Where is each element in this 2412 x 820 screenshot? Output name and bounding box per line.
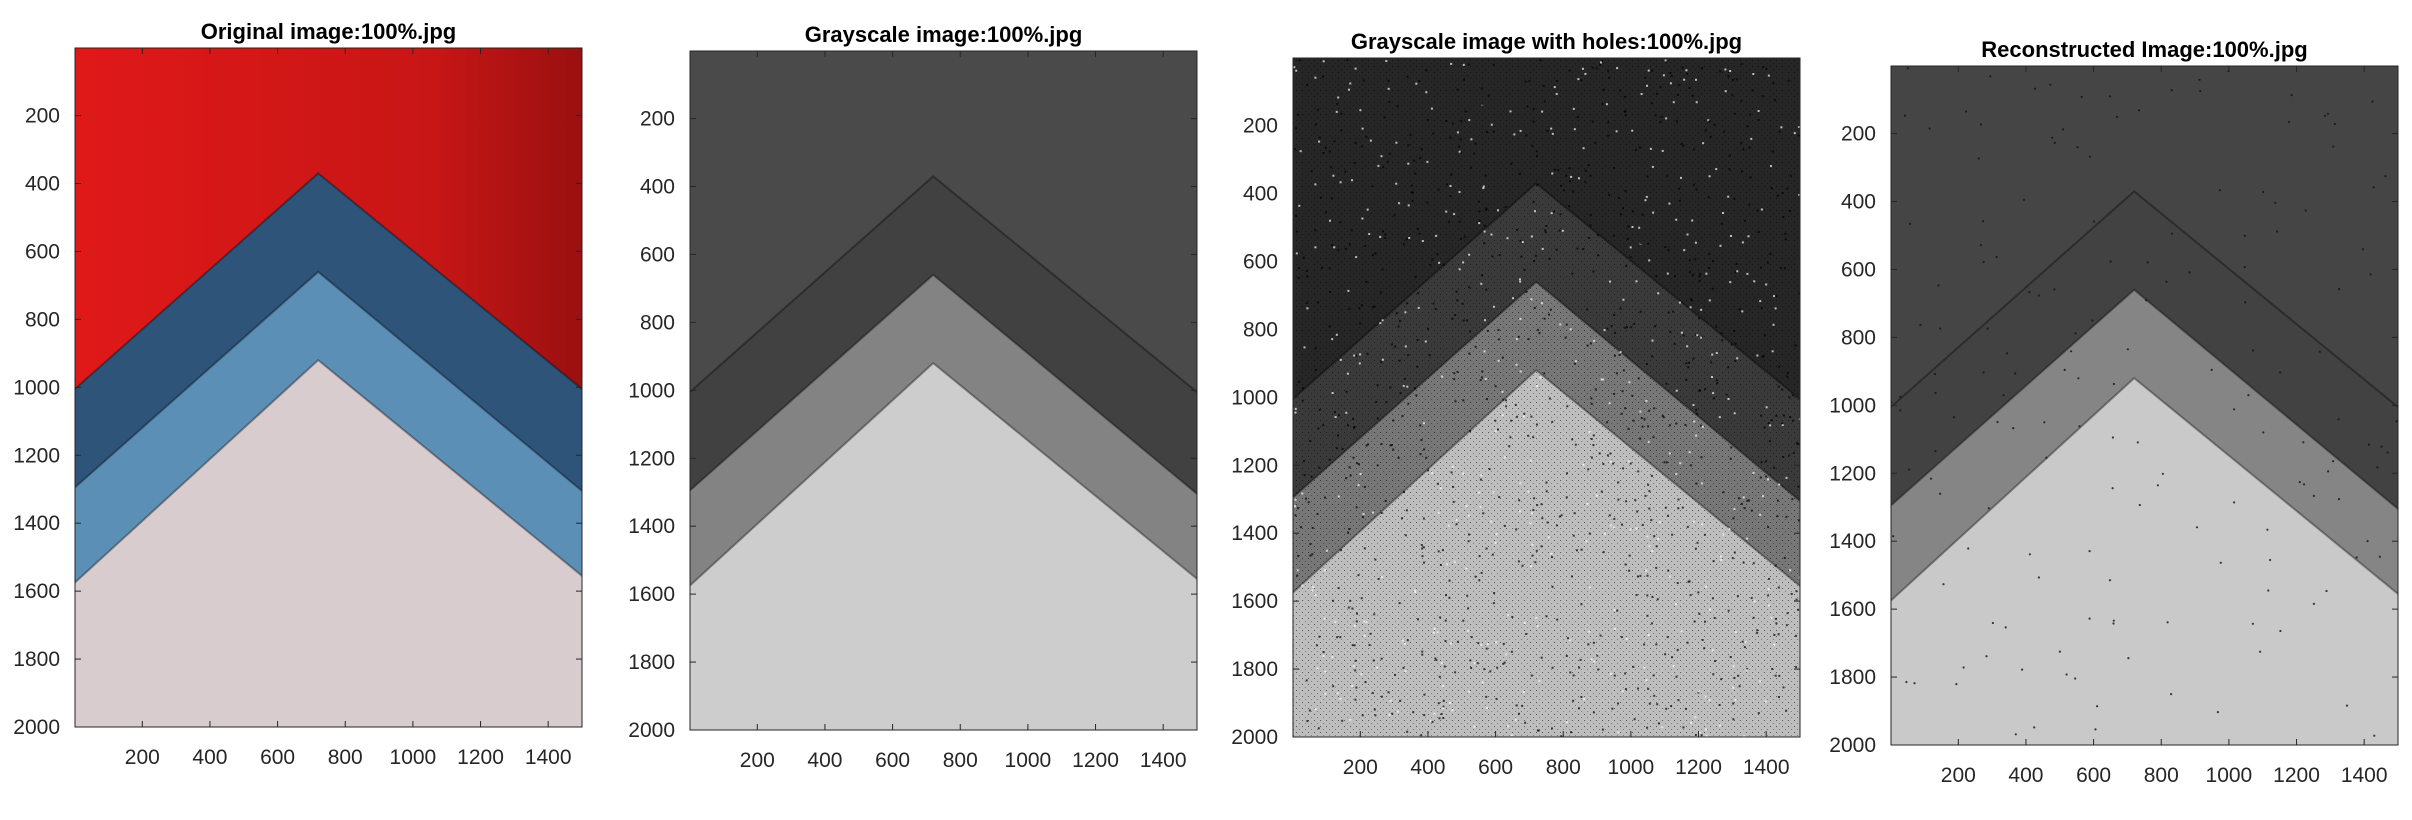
chevron-base — [690, 363, 1197, 730]
chevron-base-edge — [75, 358, 582, 584]
y-tick-label: 1600 — [1829, 598, 1876, 621]
y-tick-label: 1800 — [1829, 666, 1876, 689]
y-tick-label: 800 — [1243, 318, 1278, 341]
image-area — [75, 48, 582, 727]
y-tick-label: 1200 — [1829, 462, 1876, 485]
x-tick-label: 400 — [1410, 756, 1445, 779]
panel-title: Grayscale image:100%.jpg — [805, 22, 1083, 47]
y-tick-label: 400 — [640, 176, 675, 199]
x-tick-label: 400 — [192, 746, 227, 769]
y-tick-label: 1600 — [628, 583, 675, 606]
chevron-dark-edge — [690, 175, 1197, 394]
y-tick-label: 1000 — [1231, 386, 1278, 409]
panel-title: Reconstructed Image:100%.jpg — [1981, 37, 2307, 62]
image-area — [1293, 58, 1800, 737]
x-tick-label: 800 — [2144, 764, 2179, 787]
y-tick-label: 600 — [25, 240, 60, 263]
y-tick-label: 1400 — [1231, 522, 1278, 545]
x-tick-label: 800 — [328, 746, 363, 769]
y-tick-label: 400 — [25, 173, 60, 196]
x-tick-label: 1200 — [1675, 756, 1722, 779]
image-area — [690, 51, 1197, 730]
y-tick-label: 400 — [1841, 191, 1876, 214]
x-tick-label: 1000 — [390, 746, 437, 769]
y-tick-label: 800 — [1841, 326, 1876, 349]
y-tick-label: 200 — [25, 105, 60, 128]
y-tick-label: 1400 — [13, 512, 60, 535]
chevron-light-edge — [75, 270, 582, 493]
x-tick-label: 1400 — [525, 746, 572, 769]
y-tick-label: 1800 — [13, 648, 60, 671]
x-tick-label: 1200 — [1072, 749, 1119, 772]
x-tick-label: 1400 — [2341, 764, 2388, 787]
x-tick-label: 200 — [125, 746, 160, 769]
hole-grid — [1293, 58, 1800, 737]
x-tick-label: 600 — [260, 746, 295, 769]
x-tick-label: 200 — [1343, 756, 1378, 779]
y-tick-label: 1400 — [1829, 530, 1876, 553]
x-tick-label: 1400 — [1140, 749, 1187, 772]
y-tick-label: 1600 — [13, 580, 60, 603]
y-tick-label: 2000 — [628, 719, 675, 742]
y-tick-label: 1000 — [1829, 394, 1876, 417]
x-tick-label: 1200 — [457, 746, 504, 769]
chevron-dark-edge — [75, 172, 582, 391]
y-tick-label: 1200 — [13, 444, 60, 467]
chevron-base-edge — [690, 361, 1197, 587]
y-tick-label: 2000 — [1829, 734, 1876, 757]
panel-holes: Grayscale image with holes:100%.jpg 200 40… — [1231, 29, 1801, 779]
hole-pixels — [1293, 59, 1800, 737]
y-tick-label: 200 — [640, 108, 675, 131]
x-tick-label: 400 — [2008, 764, 2043, 787]
x-tick-label: 1200 — [2273, 764, 2320, 787]
y-tick-label: 400 — [1243, 183, 1278, 206]
image-area — [1891, 66, 2398, 745]
y-tick-label: 1000 — [13, 376, 60, 399]
x-tick-label: 600 — [1478, 756, 1513, 779]
y-tick-label: 1000 — [628, 379, 675, 402]
y-tick-label: 800 — [640, 311, 675, 334]
x-tick-label: 600 — [875, 749, 910, 772]
x-tick-label: 1400 — [1743, 756, 1790, 779]
chevron-base — [75, 360, 582, 727]
x-tick-label: 200 — [740, 749, 775, 772]
panel-original: Original image:100%.jpg 200 400 600 800 1000 1… — [13, 19, 583, 769]
y-tick-label: 1800 — [1231, 658, 1278, 681]
y-tick-label: 200 — [1841, 123, 1876, 146]
y-tick-label: 200 — [1243, 115, 1278, 138]
panel-title: Grayscale image with holes:100%.jpg — [1351, 29, 1742, 54]
x-tick-label: 1000 — [1005, 749, 1052, 772]
y-tick-label: 2000 — [1231, 726, 1278, 749]
y-tick-label: 600 — [640, 243, 675, 266]
y-tick-label: 1800 — [628, 651, 675, 674]
x-tick-label: 200 — [1941, 764, 1976, 787]
panels: Original image:100%.jpg 200 400 600 800 1000 1… — [13, 19, 2399, 787]
panel-reconstructed: Reconstructed Image:100%.jpg 200 400 600 800… — [1829, 37, 2399, 787]
chevron-base — [1891, 378, 2398, 745]
x-tick-label: 800 — [943, 749, 978, 772]
x-tick-label: 1000 — [1608, 756, 1655, 779]
chevron-light-edge — [1891, 288, 2398, 511]
panel-title: Original image:100%.jpg — [201, 19, 457, 44]
y-tick-label: 800 — [25, 308, 60, 331]
y-tick-label: 1200 — [1231, 454, 1278, 477]
panel-grayscale: Grayscale image:100%.jpg 200 400 600 800 1000… — [628, 22, 1198, 772]
y-tick-label: 2000 — [13, 716, 60, 739]
y-tick-label: 1200 — [628, 447, 675, 470]
x-tick-label: 600 — [2076, 764, 2111, 787]
x-tick-label: 800 — [1546, 756, 1581, 779]
y-tick-label: 600 — [1841, 258, 1876, 281]
chevron-base-edge — [1891, 376, 2398, 602]
y-tick-label: 1600 — [1231, 590, 1278, 613]
chevron-light-edge — [690, 273, 1197, 496]
x-tick-label: 400 — [807, 749, 842, 772]
y-tick-label: 600 — [1243, 250, 1278, 273]
y-tick-label: 1400 — [628, 515, 675, 538]
x-tick-label: 1000 — [2206, 764, 2253, 787]
chevron-dark-edge — [1891, 190, 2398, 409]
